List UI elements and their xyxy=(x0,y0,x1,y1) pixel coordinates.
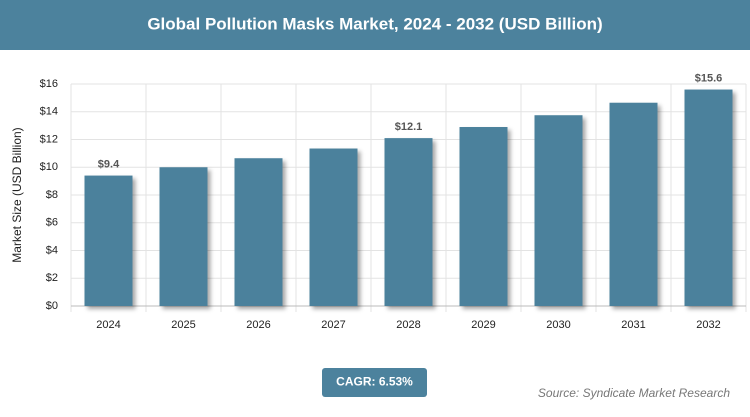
y-tick-label: $16 xyxy=(40,78,58,90)
source-note: Source: Syndicate Market Research xyxy=(538,386,730,400)
x-tick-label: 2027 xyxy=(321,319,345,331)
y-axis-label: Market Size (USD Billion) xyxy=(10,127,24,262)
bar xyxy=(309,148,358,306)
y-tick-label: $12 xyxy=(40,133,58,145)
x-tick-label: 2025 xyxy=(171,319,195,331)
x-tick-label: 2031 xyxy=(621,319,645,331)
bar xyxy=(159,167,208,306)
y-tick-label: $14 xyxy=(40,106,58,118)
x-tick-label: 2032 xyxy=(696,319,720,331)
value-label: $9.4 xyxy=(98,158,120,170)
bar xyxy=(234,158,283,306)
y-tick-label: $0 xyxy=(46,300,58,312)
bar xyxy=(609,102,658,306)
chart-title: Global Pollution Masks Market, 2024 - 20… xyxy=(147,14,602,33)
y-tick-label: $6 xyxy=(46,217,58,229)
y-tick-label: $4 xyxy=(46,244,58,256)
header-banner xyxy=(0,0,750,50)
bar xyxy=(84,175,133,306)
y-tick-label: $2 xyxy=(46,272,58,284)
cagr-label: CAGR: 6.53% xyxy=(336,375,413,389)
bar xyxy=(459,127,508,306)
value-label: $15.6 xyxy=(695,72,723,84)
bar xyxy=(534,115,583,306)
x-tick-label: 2026 xyxy=(246,319,270,331)
cagr-box xyxy=(322,368,427,397)
bar xyxy=(684,89,733,306)
x-tick-label: 2029 xyxy=(471,319,495,331)
value-label: $12.1 xyxy=(395,121,423,133)
y-tick-label: $8 xyxy=(46,189,58,201)
x-tick-label: 2028 xyxy=(396,319,420,331)
y-tick-label: $10 xyxy=(40,161,58,173)
x-tick-label: 2024 xyxy=(96,319,120,331)
bar xyxy=(384,138,433,306)
plot-area: $0 $2 $4 $6 $8 $10 $12 $14 $16 2024 $9.4 2025 2026 20… xyxy=(40,72,747,331)
x-tick-label: 2030 xyxy=(546,319,570,331)
